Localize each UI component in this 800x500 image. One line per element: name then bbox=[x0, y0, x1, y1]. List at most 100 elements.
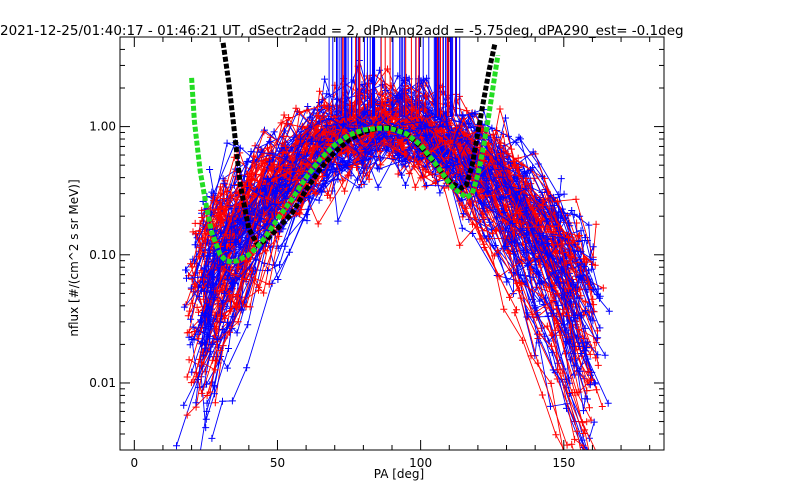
trace-marker bbox=[221, 281, 229, 289]
trace-marker bbox=[559, 369, 567, 377]
trace-marker bbox=[480, 213, 488, 221]
trace-marker bbox=[575, 273, 583, 281]
trace-marker bbox=[490, 252, 498, 260]
trace-marker bbox=[321, 180, 329, 188]
trace-marker bbox=[502, 114, 509, 122]
trace-marker bbox=[206, 166, 214, 173]
trace-marker bbox=[571, 435, 579, 443]
trace-marker bbox=[241, 183, 249, 190]
trace-marker bbox=[314, 220, 322, 228]
trace-marker bbox=[569, 265, 577, 273]
trace-marker bbox=[581, 262, 589, 270]
trace-marker bbox=[260, 289, 268, 297]
trace-marker bbox=[280, 111, 288, 119]
trace-marker bbox=[582, 258, 590, 266]
trace-marker bbox=[583, 387, 591, 395]
trace-marker bbox=[210, 250, 217, 258]
trace-marker bbox=[398, 161, 406, 169]
trace-marker bbox=[264, 195, 272, 203]
trace-marker bbox=[234, 318, 242, 326]
trace-marker bbox=[192, 399, 200, 407]
fit-layer bbox=[189, 42, 501, 265]
trace-marker bbox=[311, 189, 319, 197]
trace-marker bbox=[575, 388, 583, 396]
trace-marker bbox=[576, 367, 584, 375]
trace-marker bbox=[286, 176, 294, 183]
trace-marker bbox=[378, 81, 386, 89]
trace-marker bbox=[268, 163, 276, 171]
trace-marker bbox=[197, 358, 205, 366]
trace-marker bbox=[527, 166, 534, 174]
trace-marker bbox=[316, 99, 324, 106]
trace-marker bbox=[565, 312, 573, 320]
trace-marker bbox=[275, 232, 283, 240]
trace-marker bbox=[592, 220, 600, 228]
trace-marker bbox=[599, 284, 607, 292]
trace-marker bbox=[536, 297, 544, 305]
trace-marker bbox=[552, 431, 560, 439]
trace-marker bbox=[554, 191, 562, 199]
trace-marker bbox=[547, 402, 554, 410]
trace-marker bbox=[566, 298, 574, 306]
trace-marker bbox=[522, 231, 530, 239]
trace-marker bbox=[229, 292, 237, 300]
trace-marker bbox=[187, 315, 195, 323]
x-tick-label: 150 bbox=[552, 456, 575, 470]
trace-marker bbox=[577, 292, 585, 300]
x-tick-label: 50 bbox=[270, 456, 285, 470]
trace-marker bbox=[198, 389, 206, 397]
trace-marker bbox=[361, 145, 369, 153]
trace-marker bbox=[270, 128, 278, 136]
trace-marker bbox=[222, 231, 230, 239]
trace-marker bbox=[496, 105, 504, 113]
trace-marker bbox=[535, 339, 543, 347]
trace-marker bbox=[563, 326, 571, 334]
trace-marker bbox=[517, 209, 525, 217]
trace-marker bbox=[244, 321, 252, 329]
trace-line bbox=[188, 114, 575, 347]
trace-marker bbox=[274, 244, 282, 252]
trace-marker bbox=[411, 183, 419, 191]
trace-marker bbox=[554, 266, 562, 274]
trace-marker bbox=[227, 307, 235, 315]
trace-marker bbox=[242, 303, 250, 311]
trace-marker bbox=[354, 118, 362, 126]
trace-marker bbox=[580, 335, 588, 342]
trace-marker bbox=[370, 131, 378, 139]
trace-marker bbox=[205, 246, 213, 254]
trace-marker bbox=[459, 213, 467, 221]
trace-marker bbox=[572, 284, 579, 292]
trace-marker bbox=[365, 175, 373, 183]
trace-marker bbox=[596, 324, 604, 332]
trace-marker bbox=[380, 137, 388, 145]
y-axis-label: nflux [#/(cm^2 s sr MeV)] bbox=[67, 179, 81, 336]
trace-marker bbox=[548, 342, 555, 350]
trace-marker bbox=[316, 87, 324, 95]
trace-marker bbox=[589, 295, 597, 303]
trace-marker bbox=[230, 238, 238, 246]
trace-marker bbox=[579, 255, 587, 263]
trace-marker bbox=[532, 223, 540, 231]
trace-marker bbox=[538, 238, 545, 246]
trace-marker bbox=[436, 189, 444, 197]
trace-marker bbox=[559, 240, 567, 248]
trace-marker bbox=[457, 172, 464, 180]
trace-marker bbox=[354, 176, 361, 184]
trace-marker bbox=[484, 189, 492, 197]
trace-marker bbox=[297, 128, 305, 136]
trace-marker bbox=[243, 364, 251, 372]
trace-marker bbox=[538, 278, 546, 286]
y-tick-label: 1.00 bbox=[89, 120, 116, 134]
trace-marker bbox=[364, 156, 372, 164]
trace-marker bbox=[552, 247, 560, 255]
trace-marker bbox=[506, 159, 514, 167]
trace-marker bbox=[497, 150, 504, 158]
trace-marker bbox=[538, 202, 546, 210]
trace-marker bbox=[281, 142, 289, 150]
trace-marker bbox=[280, 132, 288, 140]
trace-marker bbox=[512, 138, 520, 146]
trace-marker bbox=[303, 217, 311, 225]
trace-marker bbox=[587, 448, 589, 450]
trace-marker bbox=[189, 323, 197, 331]
trace-marker bbox=[491, 242, 499, 249]
